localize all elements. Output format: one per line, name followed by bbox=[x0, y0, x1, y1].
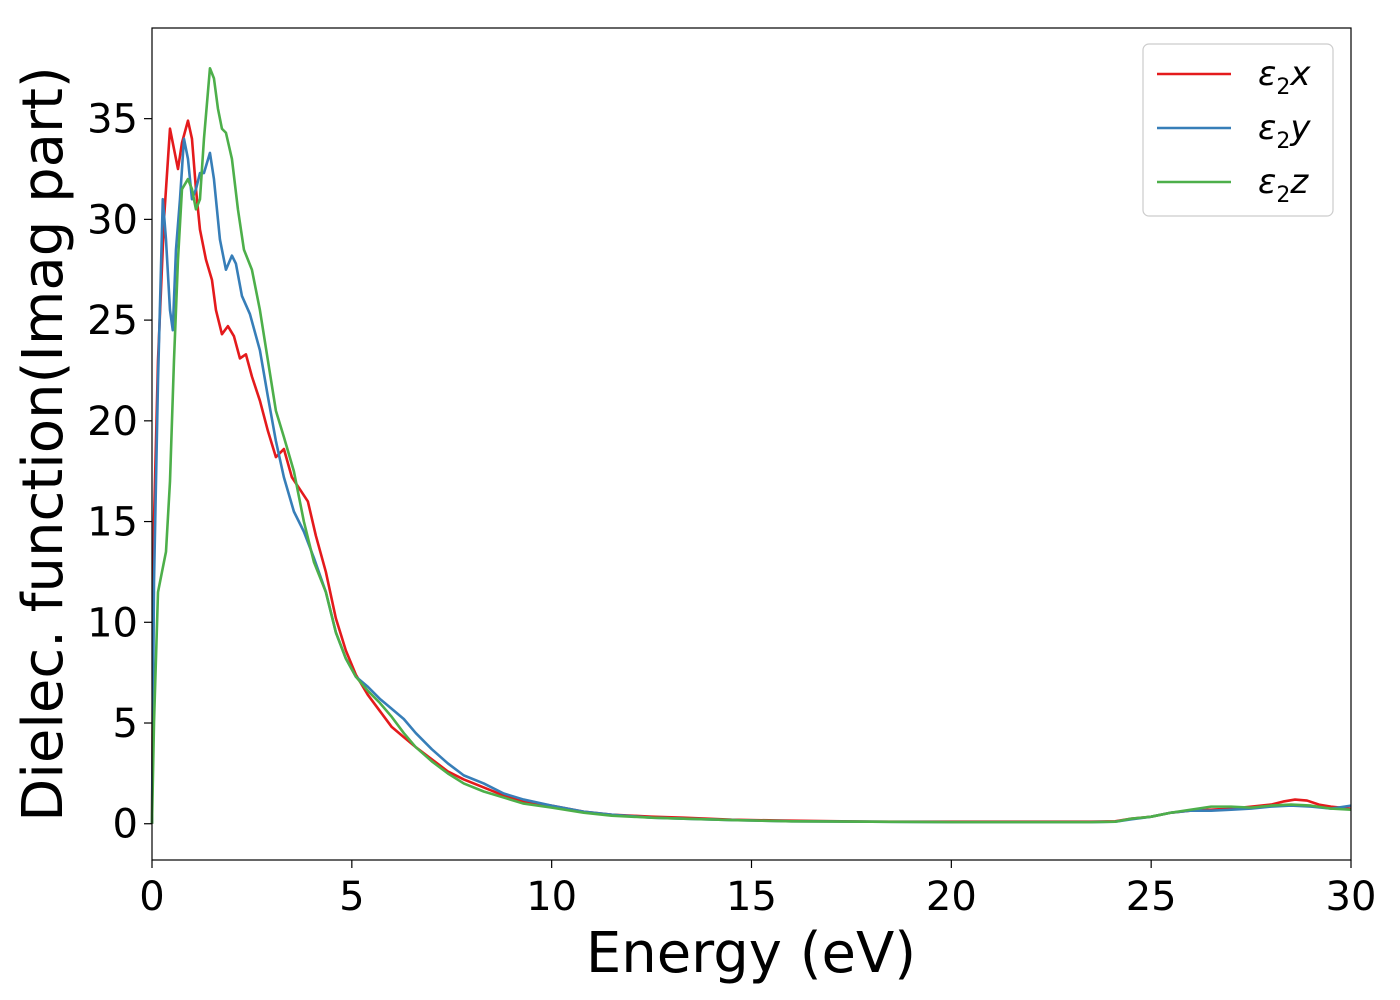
legend-label-z: ε2z bbox=[1258, 162, 1309, 208]
x-tick-label: 5 bbox=[339, 874, 364, 920]
y-tick-label: 10 bbox=[87, 600, 138, 646]
legend-box bbox=[1142, 43, 1334, 217]
series-line-y bbox=[150, 137, 1352, 824]
y-axis-label: Dielec. function(Imag part) bbox=[11, 66, 76, 822]
x-tick-label: 25 bbox=[1126, 874, 1177, 920]
y-tick-label: 5 bbox=[113, 701, 138, 747]
plot-lines bbox=[150, 66, 1352, 824]
x-tick-label: 10 bbox=[526, 874, 577, 920]
y-tick-label: 15 bbox=[87, 500, 138, 546]
x-tick-label: 30 bbox=[1326, 874, 1377, 920]
y-tick-label: 20 bbox=[87, 399, 138, 445]
x-tick-label: 15 bbox=[726, 874, 777, 920]
legend: ε2x ε2y ε2z bbox=[1142, 43, 1334, 217]
x-tick-label: 20 bbox=[926, 874, 977, 920]
y-axis-ticks: 0 5 10 15 20 25 30 35 bbox=[87, 97, 152, 848]
series-line-x bbox=[150, 119, 1352, 824]
series-line-z bbox=[150, 66, 1352, 824]
x-axis-label: Energy (eV) bbox=[586, 921, 916, 986]
y-tick-label: 0 bbox=[113, 802, 138, 848]
y-tick-label: 35 bbox=[87, 97, 138, 143]
legend-label-x: ε2x bbox=[1258, 54, 1311, 100]
x-tick-label: 0 bbox=[139, 874, 164, 920]
x-axis-ticks: 0 5 10 15 20 25 30 bbox=[139, 860, 1376, 920]
y-tick-label: 30 bbox=[87, 197, 138, 243]
legend-label-y: ε2y bbox=[1258, 108, 1311, 154]
y-tick-label: 25 bbox=[87, 298, 138, 344]
